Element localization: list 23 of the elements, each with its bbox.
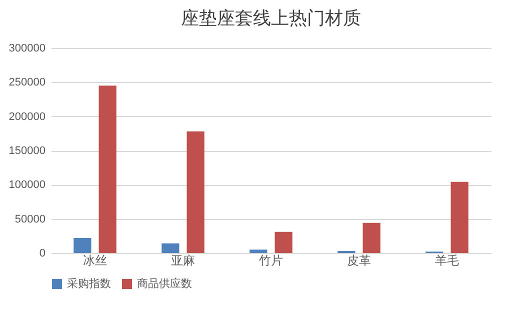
x-tick-label: 皮革 [347,254,371,268]
bar [362,222,380,253]
x-tick-label: 竹片 [259,254,283,268]
x-tick-label: 冰丝 [83,254,107,268]
y-tick-label: 100000 [8,179,46,192]
bar [274,232,292,253]
y-tick-label: 200000 [8,110,46,123]
y-tick-label: 0 [39,248,46,260]
y-tick-label: 300000 [8,42,46,54]
y-tick-label: 50000 [14,213,46,226]
legend-label: 采购指数 [67,277,111,290]
chart-title: 座垫座套线上热门材质 [181,8,361,28]
x-tick-label: 羊毛 [435,254,459,268]
y-tick-label: 150000 [8,145,46,157]
y-tick-label: 250000 [8,76,46,89]
bar [250,250,268,253]
bar [74,238,92,253]
x-tick-label: 亚麻 [171,254,195,268]
legend-label: 商品供应数 [137,277,192,290]
bar [450,182,468,253]
bar [98,86,116,253]
bar [186,131,204,253]
bar [162,243,180,253]
